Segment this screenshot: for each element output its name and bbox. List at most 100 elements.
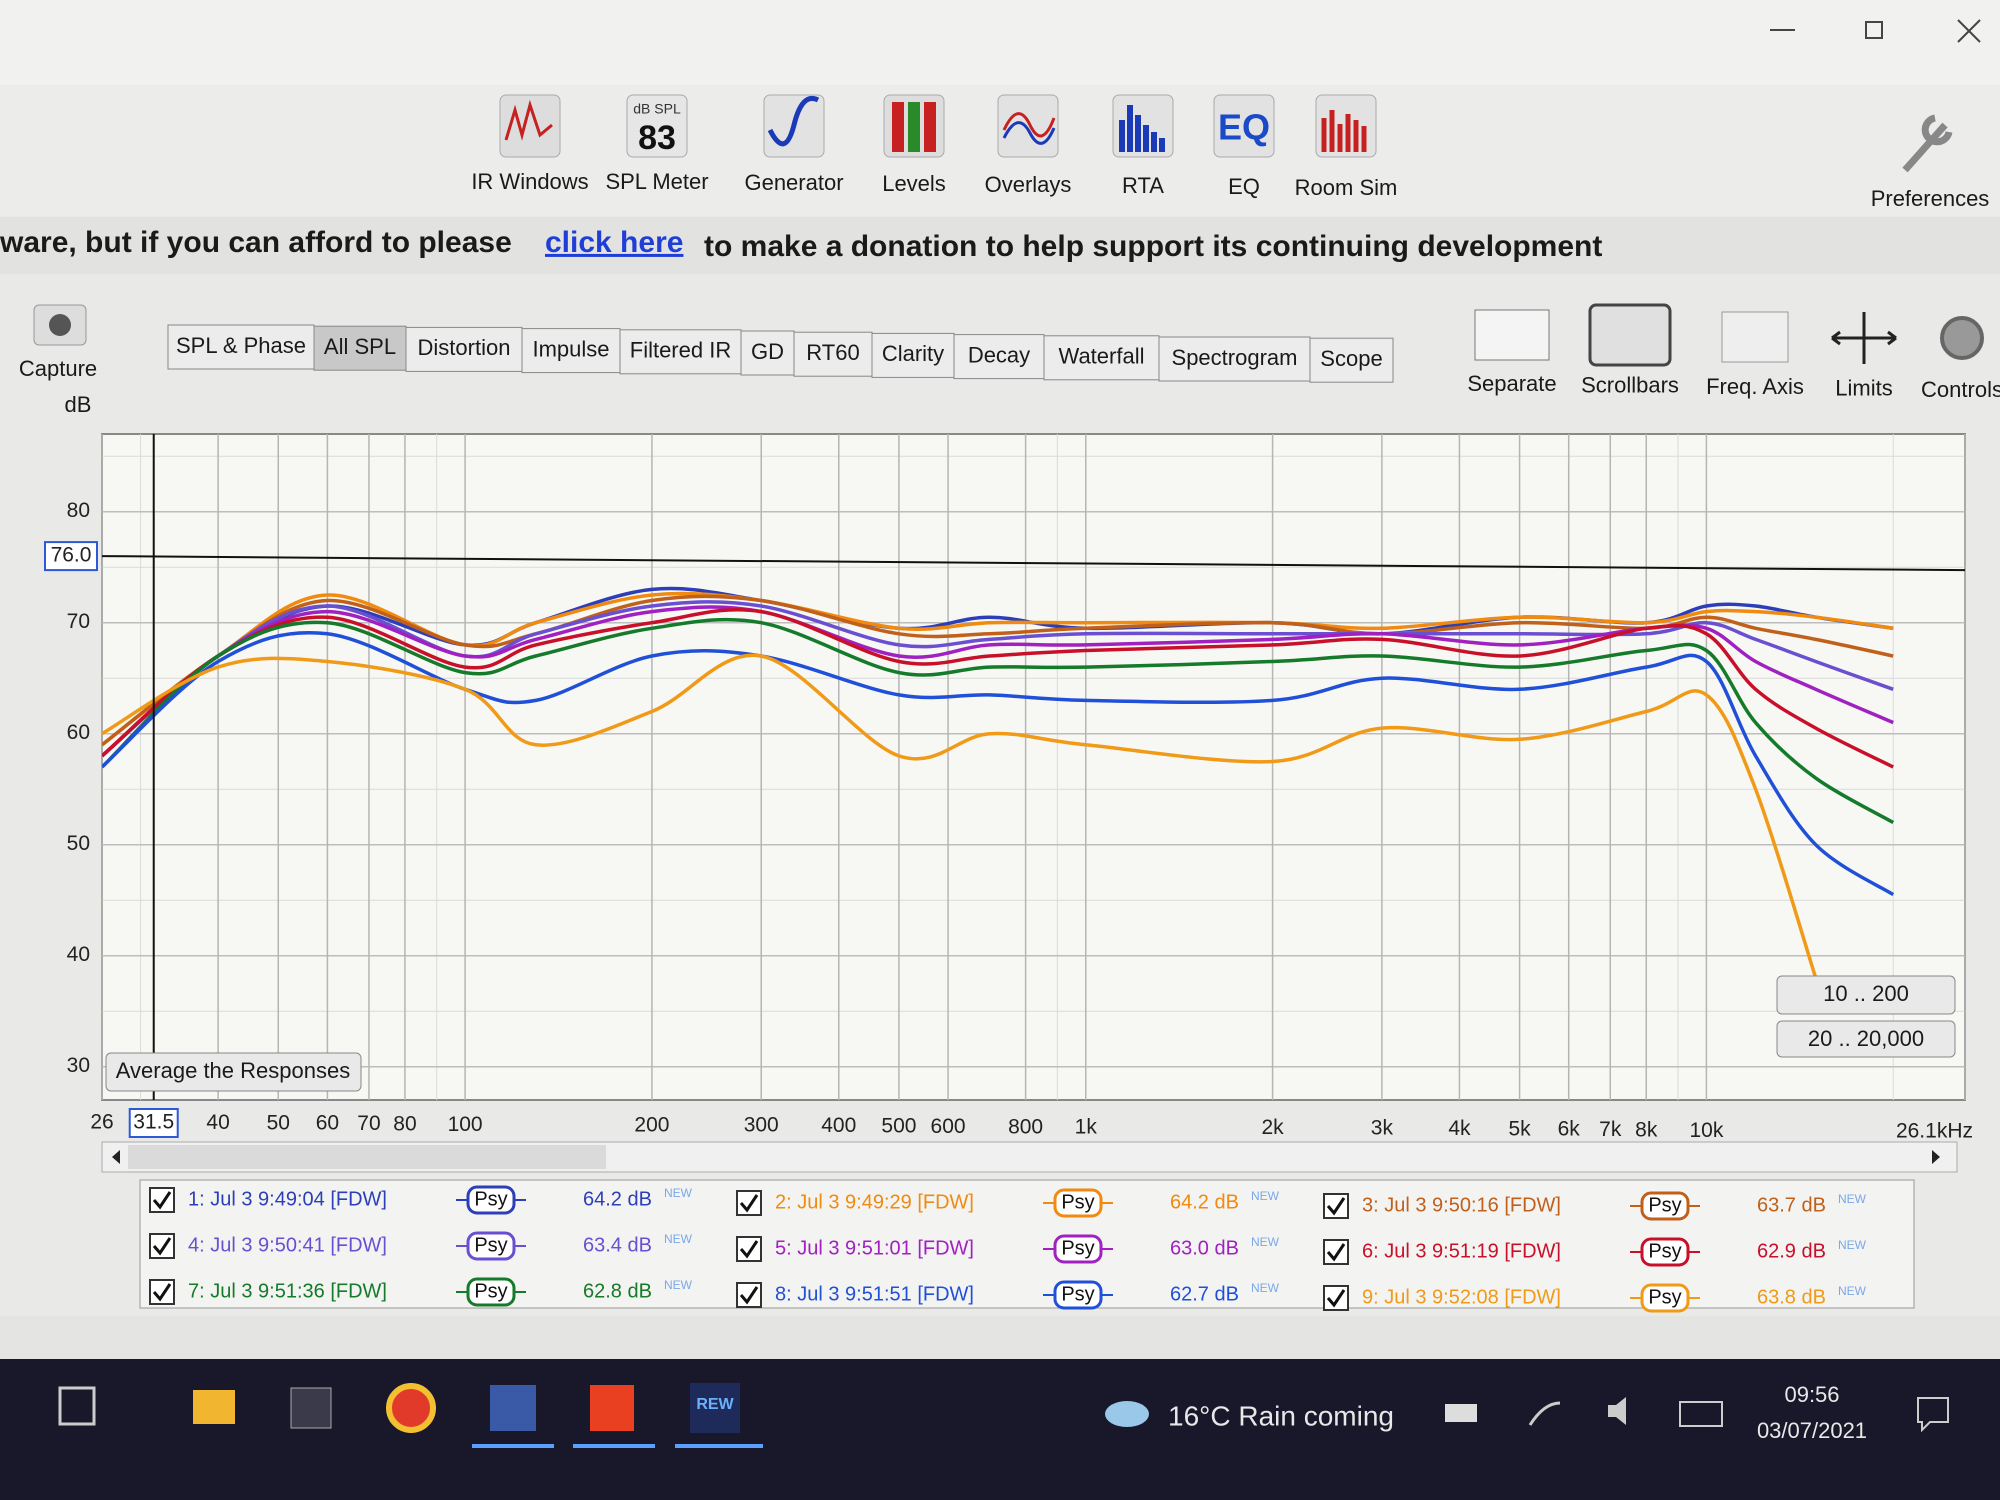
tab[interactable] [1043, 335, 1160, 381]
tab[interactable] [313, 325, 407, 371]
spl-meter-icon[interactable] [626, 94, 688, 158]
toolbar-label[interactable]: Room Sim [1295, 175, 1398, 200]
average-button-label[interactable]: Average the Responses [116, 1058, 350, 1083]
scrollbar-thumb[interactable] [128, 1145, 606, 1169]
tab[interactable] [740, 330, 795, 376]
legend-smoothing[interactable]: Psy [1061, 1237, 1094, 1259]
legend-psy-box[interactable] [1053, 1234, 1103, 1264]
toolbar-label[interactable]: Generator [744, 170, 843, 195]
legend-psy-box[interactable] [1640, 1237, 1690, 1267]
legend-check[interactable] [1326, 1289, 1346, 1308]
tab-label[interactable]: Spectrogram [1172, 345, 1298, 370]
legend-checkbox[interactable] [736, 1282, 762, 1308]
legend-psy-box[interactable] [466, 1277, 516, 1307]
tab[interactable] [167, 324, 315, 370]
legend-name[interactable]: 9: Jul 3 9:52:08 [FDW] [1362, 1286, 1561, 1308]
legend-name[interactable]: 2: Jul 3 9:49:29 [FDW] [775, 1191, 974, 1213]
limits-icon[interactable] [1831, 312, 1897, 364]
tab-label[interactable]: Waterfall [1059, 344, 1145, 369]
legend-smoothing[interactable]: Psy [474, 1234, 507, 1256]
notifications[interactable] [1917, 1397, 1949, 1433]
legend-checkbox[interactable] [1323, 1285, 1349, 1311]
tab[interactable] [619, 329, 742, 375]
banner-link[interactable]: click here [545, 226, 683, 259]
tab[interactable] [1309, 337, 1394, 383]
legend-smoothing[interactable]: Psy [1648, 1286, 1681, 1308]
legend-checkbox[interactable] [736, 1190, 762, 1216]
toolbar-label[interactable]: Levels [882, 171, 946, 196]
view-tool-label[interactable]: Scrollbars [1581, 372, 1679, 397]
scrollbars-icon[interactable] [1588, 303, 1672, 367]
tab-label[interactable]: SPL & Phase [176, 333, 306, 358]
legend-psy-box[interactable] [466, 1185, 516, 1215]
weather-text[interactable]: 16°C Rain coming [1168, 1400, 1394, 1431]
legend-name[interactable]: 5: Jul 3 9:51:01 [FDW] [775, 1237, 974, 1259]
legend-checkbox[interactable] [1323, 1193, 1349, 1219]
legend-psy-box[interactable] [1053, 1188, 1103, 1218]
separate-icon[interactable] [1474, 309, 1550, 361]
close-button[interactable] [1957, 19, 1981, 43]
tab[interactable] [953, 334, 1045, 380]
freq-axis-icon[interactable] [1721, 311, 1789, 363]
legend-check[interactable] [152, 1283, 172, 1302]
legend-check[interactable] [1326, 1197, 1346, 1216]
range-button-label[interactable]: 20 .. 20,000 [1808, 1026, 1924, 1051]
legend-check[interactable] [739, 1194, 759, 1213]
toolbar-label[interactable]: Overlays [985, 172, 1072, 197]
view-tool-label[interactable]: Separate [1467, 371, 1556, 396]
task-view[interactable] [58, 1386, 96, 1426]
tab-label[interactable]: Distortion [418, 335, 511, 360]
view-tool-label[interactable]: Controls [1921, 377, 2000, 402]
legend-check[interactable] [739, 1286, 759, 1305]
tab[interactable] [521, 328, 621, 374]
legend-smoothing[interactable]: Psy [1061, 1283, 1094, 1305]
controls-icon[interactable] [1940, 316, 1984, 360]
tab-label[interactable]: Clarity [882, 341, 944, 366]
tray-icon[interactable] [1445, 1404, 1477, 1422]
clock-date[interactable]: 03/07/2021 [1757, 1418, 1867, 1443]
toolbar-label[interactable]: IR Windows [471, 169, 588, 194]
legend-name[interactable]: 8: Jul 3 9:51:51 [FDW] [775, 1283, 974, 1305]
legend-smoothing[interactable]: Psy [474, 1188, 507, 1210]
legend-smoothing[interactable]: Psy [1061, 1191, 1094, 1213]
browser[interactable] [386, 1383, 436, 1433]
view-tool-label[interactable]: Freq. Axis [1706, 374, 1804, 399]
rew-icon[interactable] [690, 1383, 740, 1433]
toolbar-label[interactable]: RTA [1122, 173, 1164, 198]
app-icon[interactable] [490, 1385, 536, 1431]
restore-button[interactable] [1865, 21, 1883, 39]
range-button-label[interactable]: 10 .. 200 [1823, 981, 1909, 1006]
range-button[interactable] [1776, 1020, 1956, 1058]
tab[interactable] [1158, 336, 1311, 382]
tray-icon[interactable] [1528, 1401, 1561, 1426]
capture-label[interactable]: Capture [19, 356, 97, 381]
clock-time[interactable]: 09:56 [1784, 1382, 1839, 1407]
legend-checkbox[interactable] [149, 1233, 175, 1259]
view-tool-label[interactable]: Limits [1835, 375, 1892, 400]
tray-icon[interactable] [1679, 1401, 1723, 1427]
app-icon[interactable] [590, 1385, 634, 1431]
legend-smoothing[interactable]: Psy [1648, 1240, 1681, 1262]
tab-label[interactable]: Scope [1320, 346, 1382, 371]
tab-label[interactable]: Decay [968, 342, 1030, 367]
legend-psy-box[interactable] [1640, 1191, 1690, 1221]
legend-check[interactable] [152, 1191, 172, 1210]
toolbar-label[interactable]: EQ [1228, 174, 1260, 199]
legend-psy-box[interactable] [466, 1231, 516, 1261]
tab-label[interactable]: RT60 [806, 340, 859, 365]
legend-checkbox[interactable] [149, 1187, 175, 1213]
legend-check[interactable] [152, 1237, 172, 1256]
legend-checkbox[interactable] [1323, 1239, 1349, 1265]
tab-label[interactable]: Impulse [532, 336, 609, 361]
toolbar-label[interactable]: SPL Meter [605, 169, 708, 194]
legend-name[interactable]: 3: Jul 3 9:50:16 [FDW] [1362, 1194, 1561, 1216]
legend-check[interactable] [739, 1240, 759, 1259]
legend-name[interactable]: 1: Jul 3 9:49:04 [FDW] [188, 1188, 387, 1210]
tray-icon[interactable] [1608, 1397, 1626, 1425]
tab[interactable] [793, 331, 873, 377]
tab[interactable] [871, 332, 955, 378]
weather-icon[interactable] [1105, 1401, 1149, 1427]
legend-checkbox[interactable] [736, 1236, 762, 1262]
legend-name[interactable]: 7: Jul 3 9:51:36 [FDW] [188, 1280, 387, 1302]
legend-name[interactable]: 6: Jul 3 9:51:19 [FDW] [1362, 1240, 1561, 1262]
